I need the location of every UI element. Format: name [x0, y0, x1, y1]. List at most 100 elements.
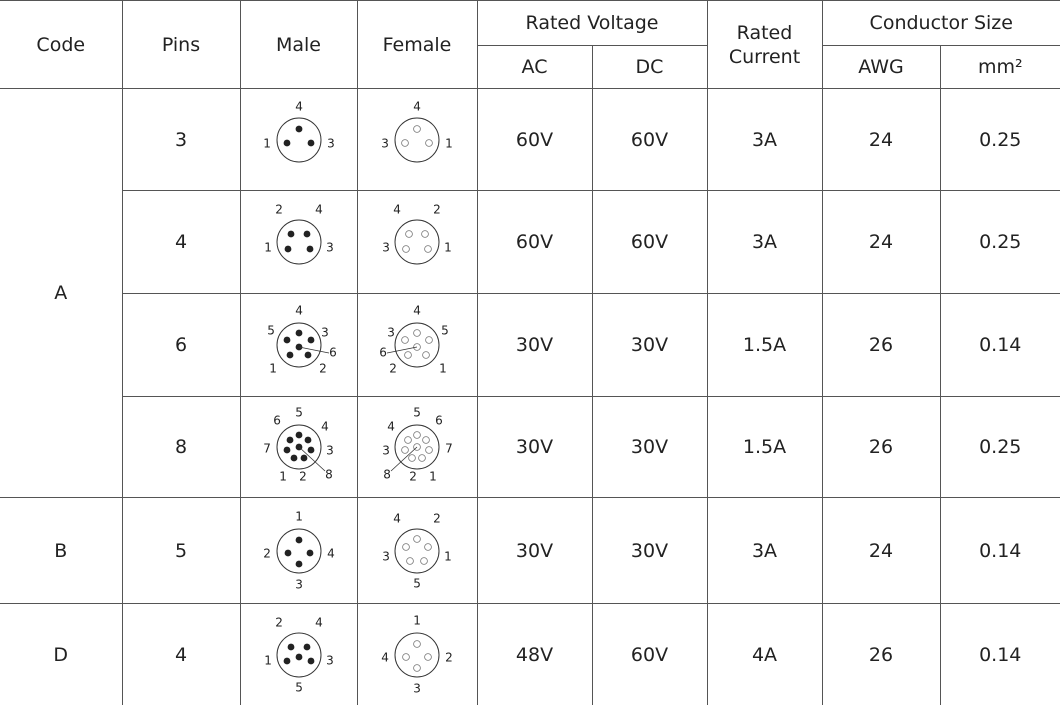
- awg-cell: 26: [821, 603, 941, 705]
- pin-label: 4: [295, 304, 303, 318]
- pin-label: 3: [326, 241, 334, 255]
- current-cell: 3A: [706, 497, 823, 604]
- pin-label: 6: [329, 346, 337, 360]
- pin-label: 4: [413, 99, 421, 113]
- pin-label: 5: [413, 406, 421, 420]
- pin-label: 4: [315, 615, 323, 629]
- female-cell: 4 3 1: [356, 88, 478, 191]
- socket: [404, 351, 412, 359]
- pin-label: 1: [264, 653, 272, 667]
- connector-outline: [276, 219, 321, 265]
- dc-cell: 30V: [591, 293, 708, 397]
- mm2-cell: 0.25: [939, 190, 1060, 294]
- pin-label: 2: [389, 362, 397, 376]
- connector-outline: [394, 632, 440, 678]
- pin: [295, 653, 302, 661]
- awg-cell: 24: [821, 497, 941, 604]
- pin: [283, 139, 290, 146]
- leader-line: [298, 446, 325, 472]
- pin: [287, 230, 294, 238]
- male-cell: 1 2 4 3: [239, 497, 358, 604]
- pin-label: 2: [445, 650, 453, 664]
- male-pin-diagram: 2 4 1 3: [264, 203, 334, 265]
- female-pin-diagram: 4 2 3 1: [382, 203, 452, 265]
- leader-line: [390, 446, 418, 472]
- pin-label: 1: [263, 136, 271, 150]
- pin: [295, 431, 302, 439]
- pin: [283, 336, 290, 344]
- pin: [303, 643, 310, 651]
- pin: [307, 139, 314, 146]
- pin-label: 3: [382, 444, 390, 458]
- socket: [413, 639, 421, 648]
- pin-label: 6: [379, 346, 387, 360]
- pin-label: 3: [327, 136, 335, 150]
- socket: [424, 245, 432, 253]
- socket: [424, 652, 432, 661]
- pin-label: 4: [321, 420, 329, 434]
- awg-cell: 24: [821, 190, 941, 294]
- header-cell: Code: [0, 0, 123, 89]
- connector-outline: [276, 117, 321, 162]
- socket: [425, 446, 433, 454]
- header-cell: Rated Voltage: [476, 0, 708, 46]
- leader-line: [386, 346, 418, 354]
- pin-label: 3: [382, 549, 390, 563]
- code-cell: D: [0, 603, 123, 705]
- pin: [303, 230, 310, 238]
- leader-line: [298, 346, 329, 354]
- socket: [424, 542, 432, 551]
- pin-label: 4: [327, 546, 335, 560]
- pin-label: 4: [295, 99, 303, 113]
- connector-outline: [394, 424, 440, 470]
- socket: [401, 138, 409, 147]
- socket: [402, 652, 410, 661]
- pins-cell: 3: [121, 88, 241, 191]
- connector-outline: [394, 117, 440, 162]
- header-cell: Male: [239, 0, 358, 89]
- socket: [418, 454, 426, 462]
- code-cell: B: [0, 497, 123, 604]
- pin-label: 5: [267, 324, 275, 338]
- pin-label: 7: [445, 442, 453, 456]
- connector-outline: [276, 632, 321, 678]
- header-cell: Pins: [121, 0, 241, 89]
- pin-label: 5: [295, 680, 303, 694]
- socket: [413, 534, 421, 543]
- pin-label: 8: [325, 468, 333, 482]
- pin: [295, 536, 302, 543]
- ac-cell: 60V: [476, 190, 593, 294]
- pin-label: 4: [381, 650, 389, 664]
- table-row: B 5 1 2 4 3 4 2 3 1 5 30V 30V 3A 24 0.14: [0, 497, 1060, 604]
- mm2-cell: 0.14: [939, 603, 1060, 705]
- socket: [402, 542, 410, 551]
- ac-cell: 30V: [476, 497, 593, 604]
- socket: [405, 230, 413, 238]
- pin-label: 3: [382, 241, 390, 255]
- pin: [286, 351, 293, 359]
- male-pin-diagram: 4 1 3: [263, 99, 335, 162]
- female-pin-diagram: 4 3 1: [381, 99, 453, 162]
- pin: [283, 446, 290, 454]
- pin-label: 2: [299, 470, 307, 484]
- female-cell: 1 4 2 3: [356, 603, 478, 705]
- pin: [300, 454, 307, 462]
- pin-label: 1: [413, 613, 421, 627]
- mm2-cell: 0.25: [939, 396, 1060, 498]
- mm2-cell: 0.25: [939, 88, 1060, 191]
- pin-label: 2: [275, 615, 283, 629]
- male-pin-diagram: 2 4 1 3 5: [264, 615, 334, 694]
- socket: [422, 351, 430, 359]
- pin-label: 1: [445, 136, 453, 150]
- pin-label: 3: [326, 444, 334, 458]
- socket: [425, 336, 433, 344]
- socket: [421, 230, 429, 238]
- header-cell: mm²: [939, 45, 1060, 89]
- pin: [307, 657, 314, 665]
- connector-outline: [394, 528, 440, 573]
- socket: [413, 124, 421, 133]
